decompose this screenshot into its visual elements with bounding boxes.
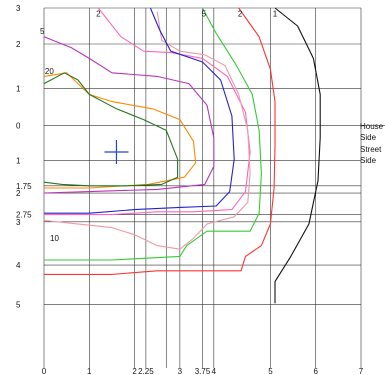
street-side-text: Side bbox=[360, 156, 377, 165]
y-tick-label: 2 bbox=[16, 189, 21, 198]
y-tick-label: 4 bbox=[16, 261, 21, 270]
contour-line bbox=[43, 72, 179, 187]
contour-line bbox=[44, 7, 262, 261]
x-tick-label: 3.75 bbox=[195, 367, 211, 375]
y-tick-label: 1.75 bbox=[16, 182, 32, 191]
contour-line bbox=[44, 7, 276, 275]
x-tick-label: 5 bbox=[268, 367, 273, 375]
x-tick-label: 0 bbox=[42, 367, 47, 375]
contour-label: 5 bbox=[202, 9, 207, 18]
y-tick-label: 1 bbox=[16, 85, 21, 94]
contour-layer: 1 2 5 2 20 bbox=[43, 7, 321, 304]
contour-line bbox=[43, 72, 197, 189]
x-tick-label: 7 bbox=[359, 367, 364, 375]
contour-label: 2 bbox=[238, 9, 243, 18]
y-tick-label: 5 bbox=[16, 301, 21, 310]
contour-line bbox=[274, 7, 321, 304]
y-tick-label: 2 bbox=[16, 40, 21, 49]
x-tick-label: 4 bbox=[212, 367, 217, 375]
x-tick-label: 2 bbox=[132, 367, 137, 375]
y-tick-label: 0 bbox=[16, 121, 21, 130]
house-label: House Side bbox=[360, 122, 384, 142]
contour-label-10: 10 bbox=[50, 234, 59, 243]
contour-line bbox=[43, 11, 251, 250]
y-tick-label: 3 bbox=[16, 4, 21, 13]
contour-line bbox=[44, 7, 235, 214]
contour-label: 20 bbox=[45, 67, 54, 76]
x-tick-label: 6 bbox=[313, 367, 318, 375]
annotation-layer: House Side Street Side 5 10 bbox=[40, 27, 385, 243]
street-label-text: Street bbox=[360, 145, 382, 154]
contour-label-5-purple: 5 bbox=[40, 27, 45, 36]
y-tick-label: 3 bbox=[16, 218, 21, 227]
house-side-text: Side bbox=[360, 133, 377, 142]
grid-layer bbox=[43, 7, 362, 368]
contour-label: 2 bbox=[96, 9, 101, 18]
x-tick-label: 3 bbox=[178, 367, 183, 375]
y-tick-label: 2.75 bbox=[16, 211, 32, 220]
x-tick-label: 1 bbox=[87, 367, 92, 375]
house-label-text: House bbox=[360, 122, 384, 131]
x-tick-label: 2.25 bbox=[138, 367, 154, 375]
street-label: Street Side bbox=[360, 145, 382, 165]
y-tick-label: 1 bbox=[16, 157, 21, 166]
contour-label: 1 bbox=[273, 9, 278, 18]
contour-line bbox=[43, 36, 215, 194]
